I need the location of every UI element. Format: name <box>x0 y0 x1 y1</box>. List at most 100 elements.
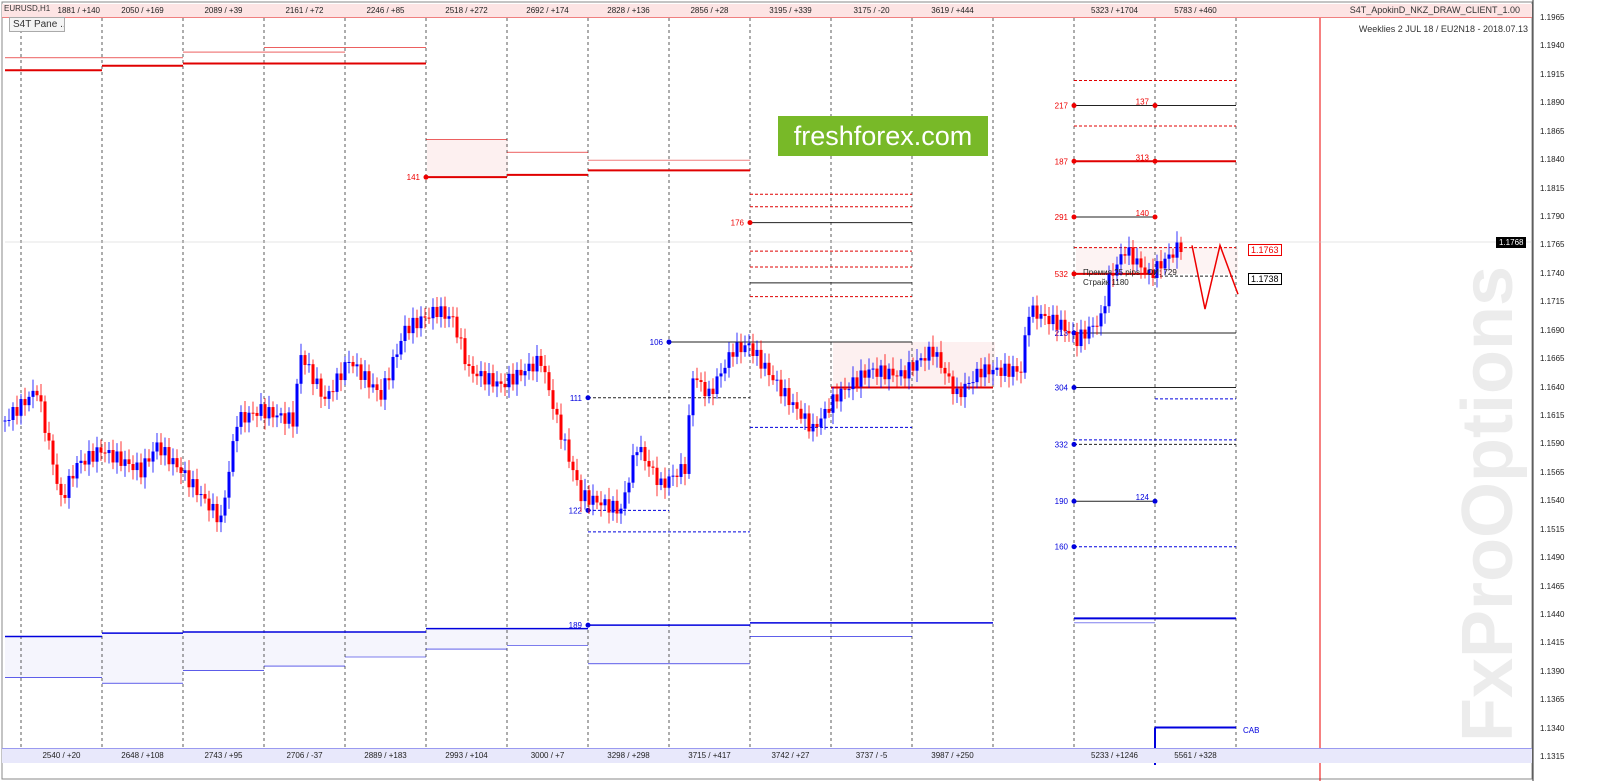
candle-body <box>235 426 239 442</box>
candle-body <box>127 459 131 465</box>
symbol-label: EURUSD,H1 <box>4 4 51 13</box>
candle-body <box>111 450 115 463</box>
cab-label: CAB <box>1243 726 1260 735</box>
bottom-week-label: 3737 / -5 <box>855 751 888 760</box>
candle-body <box>511 373 515 385</box>
candle-body <box>983 364 987 378</box>
top-week-label: 2050 / +169 <box>121 6 164 15</box>
price-tick: 1.1840 <box>1540 155 1565 165</box>
candle-body <box>167 447 171 465</box>
candle-body <box>795 402 799 409</box>
candle-body <box>343 362 347 381</box>
bottom-week-label: 3000 / +7 <box>530 751 565 760</box>
candle-body <box>1083 329 1087 339</box>
candle-body <box>555 408 559 415</box>
candle-body <box>767 362 771 376</box>
candle-body <box>1107 273 1111 307</box>
candle-body <box>627 482 631 493</box>
candle-body <box>815 423 819 427</box>
candle-body <box>787 388 791 406</box>
candle-body <box>1035 305 1039 319</box>
candle-body <box>1027 316 1031 336</box>
level-dot <box>1152 498 1158 504</box>
candle-body <box>1111 273 1115 276</box>
bottom-week-label: 2648 / +108 <box>121 751 164 760</box>
candle-body <box>683 464 687 474</box>
candle-body <box>711 388 715 395</box>
candle-body <box>203 494 207 499</box>
candle-body <box>935 352 939 357</box>
candle-body <box>535 355 539 372</box>
level-label: 190 <box>1055 497 1069 506</box>
candle-body <box>863 370 867 378</box>
price-tick: 1.1440 <box>1540 609 1565 619</box>
candle-body <box>187 470 191 488</box>
level-dot <box>1152 158 1158 164</box>
price-tick: 1.1640 <box>1540 382 1565 392</box>
put-zone <box>588 625 669 664</box>
candle-body <box>347 361 351 363</box>
candle-body <box>587 490 591 505</box>
bottom-week-label: 2743 / +95 <box>204 751 243 760</box>
brand-logo[interactable]: freshforex.com <box>778 116 988 156</box>
level-label: 141 <box>407 173 421 182</box>
candle-body <box>907 362 911 379</box>
candle-body <box>211 503 215 511</box>
candle-body <box>503 383 507 388</box>
level-dot <box>1071 271 1077 277</box>
level-dot <box>666 339 672 345</box>
candle-body <box>807 413 811 432</box>
candle-body <box>1131 247 1135 265</box>
bottom-week-label: 3742 / +27 <box>771 751 810 760</box>
price-tick: 1.1615 <box>1540 410 1565 420</box>
candle-body <box>799 408 803 419</box>
candle-body <box>191 479 195 488</box>
top-week-label: 2518 / +272 <box>445 6 488 15</box>
candle-body <box>835 394 839 402</box>
candle-body <box>1071 331 1075 334</box>
candle-body <box>67 475 71 498</box>
candle-body <box>455 316 459 338</box>
candle-body <box>247 412 251 423</box>
candle-body <box>1179 242 1183 253</box>
candle-body <box>295 383 299 427</box>
level-dot <box>1071 441 1077 447</box>
price-tick: 1.1315 <box>1540 752 1565 762</box>
candle-body <box>71 475 75 479</box>
candle-body <box>1047 315 1051 325</box>
level-label: 176 <box>731 219 745 228</box>
candle-body <box>331 391 335 393</box>
candle-body <box>1151 269 1155 278</box>
candle-body <box>107 450 111 454</box>
candle-body <box>707 388 711 397</box>
put-zone <box>426 628 507 650</box>
level-dot <box>585 622 591 628</box>
bottom-week-label: 5561 / +328 <box>1174 751 1217 760</box>
bottom-week-label: 2540 / +20 <box>42 751 81 760</box>
level-label: 187 <box>1055 157 1069 166</box>
candle-body <box>607 499 611 513</box>
candle-body <box>1051 314 1055 325</box>
candle-body <box>915 360 919 371</box>
candle-body <box>995 367 999 370</box>
candle-body <box>951 376 955 395</box>
candle-body <box>663 478 667 488</box>
candle-body <box>259 404 263 416</box>
candle-body <box>1103 306 1107 314</box>
s4t-pane-button[interactable]: S4T Pane ... <box>9 17 65 32</box>
price-tick: 1.1515 <box>1540 524 1565 534</box>
candle-body <box>63 495 67 498</box>
level-dot <box>585 507 591 513</box>
candle-body <box>531 363 535 372</box>
candle-body <box>459 337 463 339</box>
candle-body <box>771 375 775 381</box>
candle-body <box>39 395 43 402</box>
candle-body <box>903 370 907 379</box>
bottom-week-label: 3298 / +298 <box>607 751 650 760</box>
level-dot <box>747 220 753 226</box>
level-label: 217 <box>1055 102 1069 111</box>
bottom-week-label: 2889 / +183 <box>364 751 407 760</box>
put-zone <box>669 625 750 664</box>
candle-body <box>647 461 651 467</box>
